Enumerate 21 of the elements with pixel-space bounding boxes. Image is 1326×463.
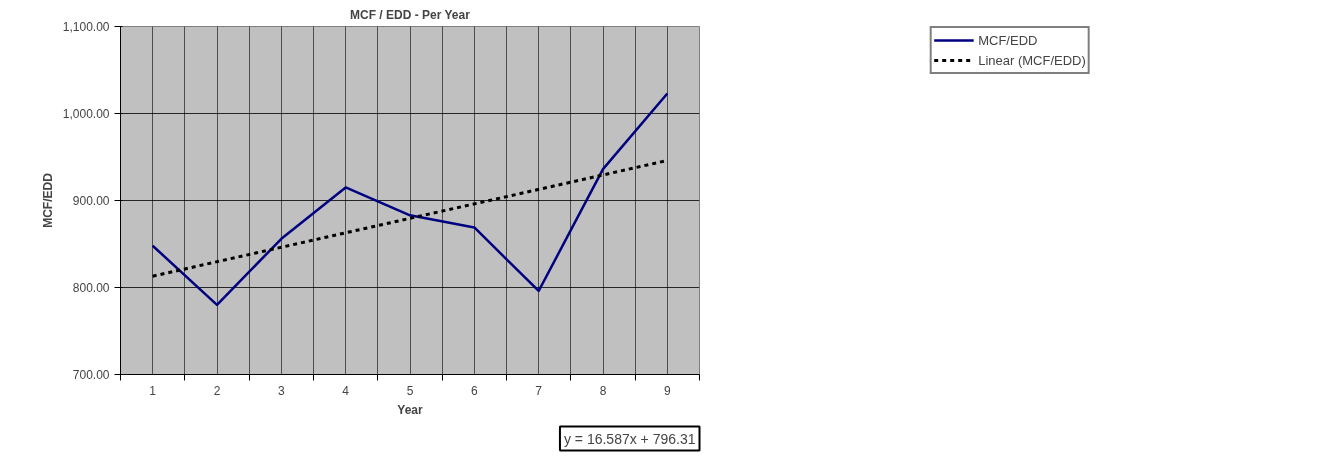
y-tick-label: 1,000.00 [62,107,110,121]
x-tick-label: 4 [342,383,350,398]
legend-label: MCF/EDD [978,32,1038,48]
y-axis-title: MCF/EDD [40,172,55,228]
text: y = 16.587x + 796.31 [563,430,696,447]
x-tick-label: 2 [213,383,221,398]
x-axis-title: Year [397,402,424,417]
y-tick-label: 700.00 [72,368,110,382]
x-tick-label: 7 [535,383,543,398]
x-tick-label: 3 [278,383,285,398]
x-tick-label: 5 [406,383,414,398]
x-tick-label: 8 [599,383,607,398]
x-tick-label: 6 [471,383,478,398]
x-tick-label: 9 [664,383,671,398]
line-series [151,92,669,307]
chart-title: MCF / EDD - Per Year [349,7,471,22]
y-tick-label: 900.00 [72,194,110,208]
legend-label: Linear (MCF/EDD) [978,52,1086,68]
y-tick-label: 1,100.00 [62,20,110,34]
x-tick-label: 1 [149,383,157,398]
y-tick-label: 800.00 [72,281,110,295]
